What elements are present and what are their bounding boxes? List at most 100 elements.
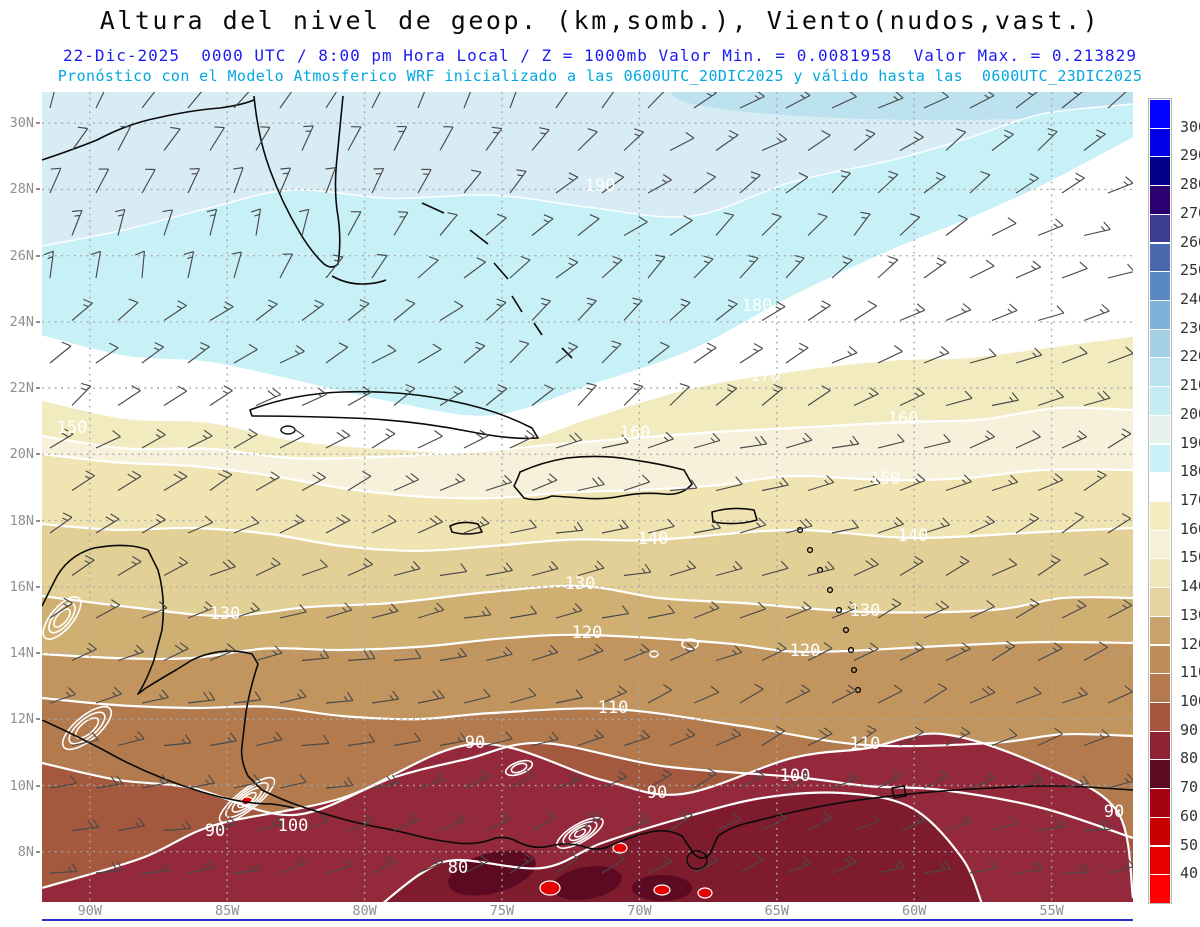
colorbar-segment xyxy=(1150,329,1170,358)
contour-label-110: 110 xyxy=(850,734,881,754)
wind-barb xyxy=(577,382,597,406)
wind-barb xyxy=(439,563,468,577)
wind-barb xyxy=(117,126,132,151)
wind-barb xyxy=(439,813,466,832)
wind-barb xyxy=(301,387,327,407)
wind-barb xyxy=(163,126,181,151)
colorbar-label-190: 190 xyxy=(1180,433,1200,452)
contour-labels: 190 180 170 160 160 150 150 140 140 130 130 130 120 1… xyxy=(57,176,1125,878)
wind-barb xyxy=(1107,428,1132,449)
wind-barb xyxy=(1037,218,1064,237)
wind-barb xyxy=(417,602,445,619)
colorbar-label-110: 110 xyxy=(1180,663,1200,682)
wind-barb xyxy=(831,256,853,279)
wind-barb xyxy=(923,600,950,619)
wind-barb xyxy=(923,860,952,874)
wind-barb xyxy=(187,515,214,534)
wind-barb xyxy=(1015,513,1040,534)
wind-barb xyxy=(601,685,628,704)
contour-160 xyxy=(42,406,1133,460)
wind-barb xyxy=(715,383,738,406)
wind-barb xyxy=(761,301,786,321)
wind-barb xyxy=(209,126,225,151)
wind-barb xyxy=(325,342,349,364)
wind-barb xyxy=(463,516,490,534)
wind-barb xyxy=(739,342,764,364)
coastline xyxy=(891,785,907,799)
wind-barb xyxy=(923,683,948,704)
wind-barb xyxy=(831,855,858,874)
lat-label-12N: 12N xyxy=(0,711,40,727)
wind-barb xyxy=(347,126,362,151)
wind-barb xyxy=(325,429,351,449)
wind-barb xyxy=(417,168,432,194)
contour-label-120: 120 xyxy=(572,623,603,643)
wind-barb xyxy=(163,734,192,747)
wind-barb xyxy=(95,513,120,534)
wind-barb xyxy=(647,254,666,279)
wind-barb xyxy=(325,514,351,534)
colorbar-label-290: 290 xyxy=(1180,146,1200,165)
wind-barb xyxy=(371,92,381,109)
wind-barb xyxy=(71,642,97,662)
model-info-subtitle: Pronóstico con el Modelo Atmosferico WRF… xyxy=(57,67,1143,85)
wind-barb xyxy=(347,733,376,747)
contour-80 xyxy=(382,791,983,902)
wind-barb xyxy=(187,168,201,194)
wind-barb xyxy=(739,435,768,449)
contour-label-130: 130 xyxy=(850,601,881,621)
colorbar-segment xyxy=(1150,243,1170,272)
wind-barb xyxy=(923,433,951,449)
contour-label-150: 150 xyxy=(870,469,901,489)
lat-label-24N: 24N xyxy=(0,314,40,330)
wind-barb xyxy=(439,732,468,747)
wind-barb xyxy=(141,601,168,619)
wind-barb xyxy=(853,725,877,746)
wind-barb xyxy=(371,168,385,194)
wind-barb xyxy=(853,387,879,407)
wind-barb xyxy=(785,342,809,364)
wind-barb xyxy=(347,649,376,662)
wind-barb xyxy=(1083,641,1108,662)
wind-barb xyxy=(945,474,972,492)
wind-barb xyxy=(255,557,281,577)
wind-barb xyxy=(1061,172,1085,194)
wind-barb xyxy=(325,167,337,194)
wind-barb xyxy=(739,683,764,704)
forecast-map: 190 180 170 160 160 150 150 140 140 130 130 130 120 1… xyxy=(42,92,1133,902)
wind-barb xyxy=(877,433,905,449)
wind-barb xyxy=(601,770,628,789)
colorbar-label-210: 210 xyxy=(1180,376,1200,395)
wind-barb xyxy=(923,257,947,279)
wind-barb xyxy=(969,685,996,704)
wind-barb xyxy=(279,92,293,109)
coastlines xyxy=(42,95,1133,870)
wind-barb xyxy=(715,299,738,321)
wind-barb xyxy=(417,855,444,874)
wind-barb xyxy=(945,555,970,576)
wind-barb xyxy=(853,557,879,577)
wind-barb xyxy=(555,603,583,619)
wind-barbs xyxy=(43,92,1133,874)
wind-barb xyxy=(715,476,743,492)
wind-barb xyxy=(669,383,690,406)
low-center-ring xyxy=(218,776,276,824)
wind-barb xyxy=(439,212,458,236)
coastline xyxy=(421,202,573,359)
low-minimum-spot xyxy=(653,884,671,896)
wind-barb xyxy=(233,428,258,449)
wind-barb xyxy=(255,126,271,151)
wind-barb xyxy=(623,643,650,662)
wind-barb xyxy=(577,643,604,662)
colorbar-label-130: 130 xyxy=(1180,605,1200,624)
contour-130 xyxy=(42,584,1133,618)
wind-barb xyxy=(1061,512,1085,534)
contour-label-180: 180 xyxy=(742,296,773,316)
wind-barb xyxy=(1061,775,1090,789)
wind-barb xyxy=(785,518,813,534)
wind-barb xyxy=(141,513,166,534)
wind-barb xyxy=(301,125,314,151)
wind-barb xyxy=(1083,304,1110,322)
wind-barb xyxy=(463,341,486,364)
colorbar-segment xyxy=(1150,846,1170,875)
